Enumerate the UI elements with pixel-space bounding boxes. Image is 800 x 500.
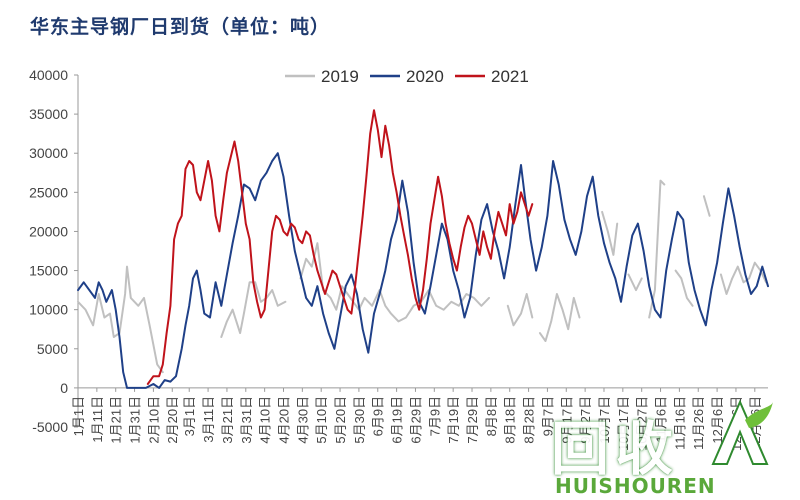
- x-tick-label: 5月30日: [352, 396, 367, 444]
- y-tick-label: 15000: [29, 263, 68, 279]
- x-tick-label: 7月29日: [465, 396, 480, 444]
- leaf-icon: [711, 399, 773, 465]
- watermark-text-cn: 回收: [551, 415, 680, 483]
- series-lines: [77, 109, 769, 389]
- x-tick-label: 8月8日: [484, 396, 499, 436]
- watermark-text-en: HUISHOUREN: [555, 474, 716, 498]
- x-tick-label: 3月1日: [182, 396, 197, 436]
- y-tick-label: 0: [60, 380, 68, 396]
- x-tick-label: 1月31日: [128, 396, 143, 444]
- x-tick-label: 10月7日: [597, 396, 612, 444]
- x-tick-label: 9月27日: [578, 396, 593, 444]
- x-tick-label: 11月26日: [691, 396, 706, 450]
- x-tick-label: 2月20日: [165, 396, 180, 444]
- y-tick-label: 5000: [37, 341, 68, 357]
- x-tick-label: 12月6日: [710, 396, 725, 444]
- x-tick-label: 9月17日: [559, 396, 574, 444]
- x-tick-label: 6月19日: [390, 396, 405, 444]
- x-tick-label: 3月21日: [220, 396, 235, 444]
- x-tick-label: 6月29日: [408, 396, 423, 444]
- y-tick-label: 40000: [29, 67, 68, 83]
- x-tick-label: 1月21日: [109, 396, 124, 444]
- y-tick-label: 25000: [29, 184, 68, 200]
- legend-label-2021: 2021: [491, 67, 529, 86]
- x-tick-label: 7月9日: [427, 396, 442, 436]
- series-line-2019: [220, 281, 287, 338]
- y-tick-label: 10000: [29, 302, 68, 318]
- y-tick-label: -5000: [32, 419, 68, 435]
- series-line-2019: [702, 195, 711, 217]
- series-line-2019: [77, 265, 164, 374]
- series-line-2019: [506, 293, 534, 327]
- chart-title: 华东主导钢厂日到货（单位：吨）: [30, 16, 331, 38]
- watermark-logo: 回收 HUISHOUREN: [545, 399, 795, 500]
- series-line-2019: [299, 242, 490, 323]
- legend-label-2019: 2019: [321, 67, 359, 86]
- y-tick-label: 30000: [29, 145, 68, 161]
- x-tick-label: 10月27日: [635, 396, 650, 451]
- y-axis: -5000 0 5000 10000 15000 20000 25000 30000 35000…: [29, 67, 78, 435]
- axes: [77, 75, 768, 427]
- series-line-2021: [146, 109, 534, 385]
- x-tick-label: 11月6日: [654, 396, 669, 443]
- x-tick-label: 3月11日: [201, 396, 216, 443]
- x-tick-label: 3月31日: [239, 396, 254, 444]
- y-tick-label: 35000: [29, 106, 68, 122]
- x-tick-label: 8月18日: [503, 396, 518, 444]
- x-tick-label: 4月20日: [276, 396, 291, 444]
- x-tick-label: 11月16日: [672, 396, 687, 450]
- x-tick-label: 2月10日: [146, 396, 161, 444]
- legend-label-2020: 2020: [406, 67, 444, 86]
- series-line-2019: [538, 293, 581, 342]
- series-line-2019: [601, 210, 619, 256]
- series-line-2019: [674, 269, 694, 307]
- y-tick-label: 20000: [29, 223, 68, 239]
- x-tick-label: 1月11日: [90, 396, 105, 443]
- x-tick-label: 5月20日: [333, 396, 348, 444]
- series-line-2020: [77, 152, 769, 389]
- legend: 2019 2020 2021: [285, 67, 529, 86]
- x-tick-label: 9月7日: [540, 396, 555, 436]
- x-tick-label: 1月1日: [71, 396, 86, 436]
- x-tick-label: 5月10日: [314, 396, 329, 444]
- series-line-2019: [719, 261, 768, 295]
- x-tick-label: 4月10日: [258, 396, 273, 444]
- x-tick-label: 4月30日: [295, 396, 310, 444]
- x-tick-label: 10月17日: [616, 396, 631, 451]
- series-line-2019: [627, 273, 643, 292]
- x-tick-label: 7月19日: [446, 396, 461, 444]
- x-tick-label: 8月28日: [522, 396, 537, 444]
- series-line-2019: [648, 179, 666, 319]
- x-tick-label: 6月9日: [371, 396, 386, 436]
